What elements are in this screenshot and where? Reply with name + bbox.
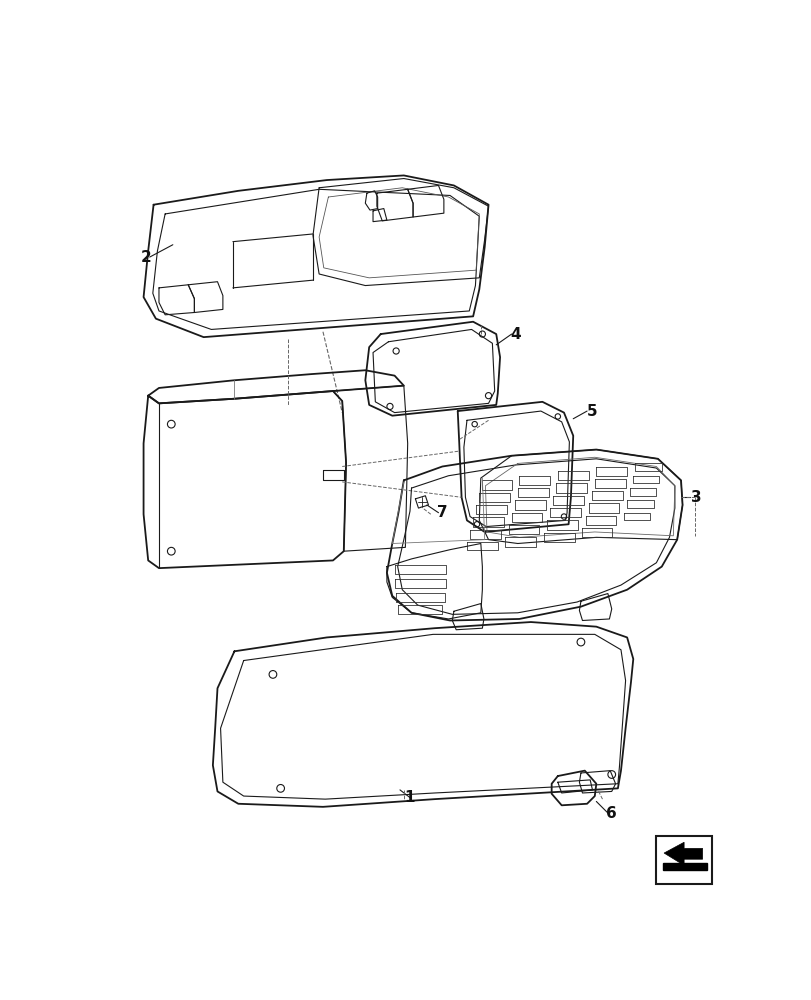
Bar bbox=[655, 836, 711, 884]
Text: 4: 4 bbox=[509, 327, 520, 342]
Text: 6: 6 bbox=[606, 806, 616, 820]
Bar bbox=[662, 863, 706, 870]
Text: 7: 7 bbox=[436, 505, 447, 520]
Polygon shape bbox=[663, 842, 702, 865]
Text: 1: 1 bbox=[404, 790, 414, 805]
Text: 3: 3 bbox=[690, 490, 701, 505]
Text: 2: 2 bbox=[140, 250, 151, 265]
Text: 5: 5 bbox=[586, 404, 597, 419]
